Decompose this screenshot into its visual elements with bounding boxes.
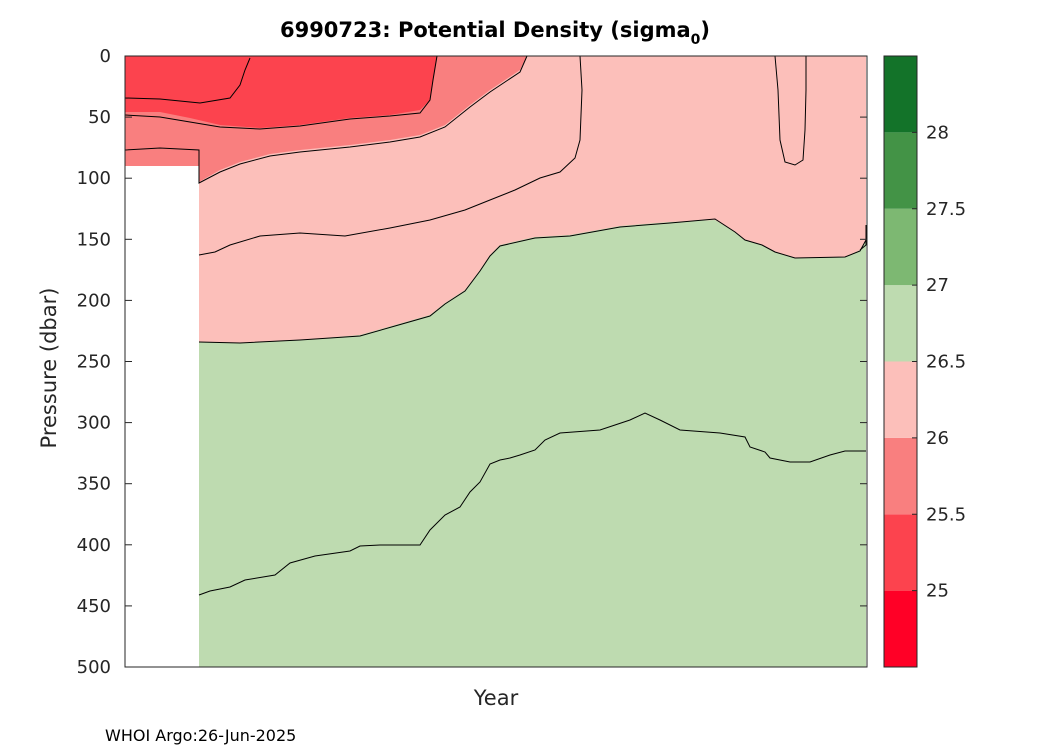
colorbar-band (884, 361, 917, 438)
y-tick-label: 400 (77, 535, 111, 556)
y-tick-label: 0 (100, 46, 111, 67)
y-tick-label: 150 (77, 229, 111, 250)
y-tick-label: 500 (77, 657, 111, 678)
y-tick-label: 450 (77, 596, 111, 617)
y-axis: 0 50 100 150 200 250 300 350 400 450 500 (77, 46, 867, 678)
x-axis-label: Year (473, 686, 519, 710)
y-tick-label: 350 (77, 474, 111, 495)
y-tick-label: 50 (88, 107, 111, 128)
contour-line-25 (124, 57, 251, 104)
colorbar-tick-label: 27.5 (926, 199, 966, 220)
contour-line-26 (198, 55, 583, 256)
footer-credit: WHOI Argo:26-Jun-2025 (105, 726, 296, 745)
y-tick-label: 250 (77, 352, 111, 373)
contour-line-25.5b (124, 55, 528, 184)
contour-line-27 (198, 412, 866, 596)
colorbar-tick-label: 25.5 (926, 504, 966, 525)
colorbar-band (884, 56, 917, 133)
colorbar-tick-label: 27 (926, 275, 949, 296)
colorbar-tick-label: 26.5 (926, 352, 966, 373)
colorbar-band (884, 132, 917, 209)
chart-title-subscript: 0 (691, 32, 701, 48)
region-25-25.5 (125, 56, 437, 128)
y-axis-label: Pressure (dbar) (37, 288, 61, 449)
colorbar-tick-label: 28 (926, 122, 949, 143)
y-tick-label: 200 (77, 290, 111, 311)
colorbar-tick-label: 25 (926, 581, 949, 602)
contour-line-25.5 (124, 55, 438, 130)
colorbar-band (884, 208, 917, 286)
y-tick-label: 100 (77, 168, 111, 189)
colorbar-band (884, 514, 917, 591)
colorbar-tick-label: 26 (926, 428, 949, 449)
chart-title-main: 6990723: Potential Density (sigma (280, 18, 691, 42)
chart-title-close: ) (700, 18, 710, 42)
colorbar-band (884, 437, 917, 515)
plot-area (124, 55, 868, 668)
colorbar-band (884, 590, 917, 667)
colorbar: 25 25.5 26 26.5 27 27.5 28 (883, 55, 966, 668)
colorbar-band (884, 285, 917, 362)
no-data-region (125, 166, 199, 667)
contour-line-26-finger (774, 55, 807, 166)
chart-title: 6990723: Potential Density (sigma0) (280, 18, 710, 48)
contour-line-26.5 (198, 218, 867, 344)
y-tick-label: 300 (77, 413, 111, 434)
